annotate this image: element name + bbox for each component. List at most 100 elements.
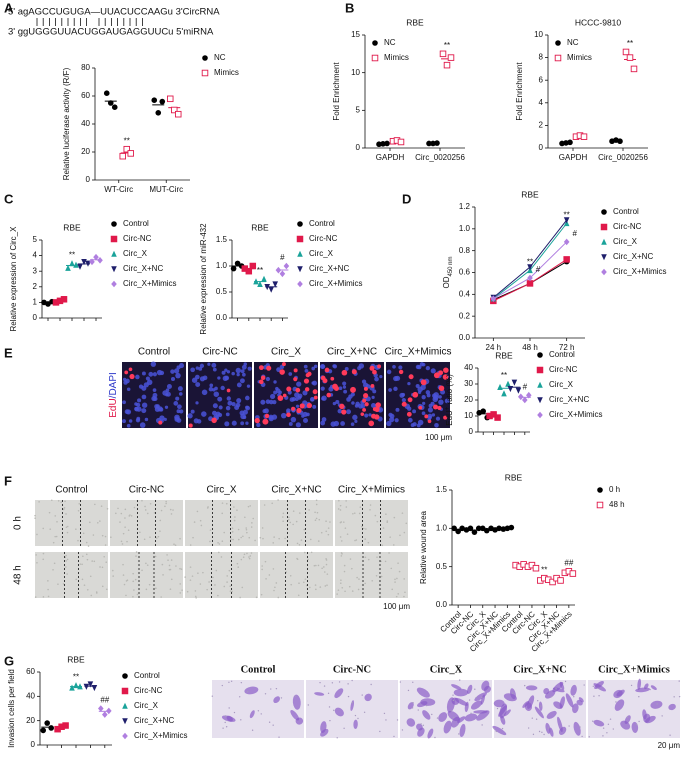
invaded-cell bbox=[334, 688, 344, 699]
y-tick-label: 0 bbox=[469, 427, 474, 436]
y-axis-label: EdU+ ratio (%) bbox=[445, 374, 455, 426]
nucleus bbox=[398, 365, 403, 370]
edu-nucleus bbox=[427, 419, 432, 424]
cell bbox=[325, 520, 327, 523]
x-tick-label: Circ_0020256 bbox=[598, 153, 648, 162]
nucleus bbox=[141, 402, 148, 408]
cell bbox=[64, 566, 67, 568]
cell bbox=[262, 537, 264, 540]
cell bbox=[356, 576, 358, 579]
cell bbox=[197, 572, 199, 575]
data-point bbox=[272, 281, 278, 288]
nucleus bbox=[164, 405, 169, 409]
cell bbox=[314, 519, 317, 522]
y-tick-label: 0.2 bbox=[459, 311, 471, 320]
nucleus bbox=[190, 409, 195, 414]
pore bbox=[240, 719, 242, 721]
cell bbox=[208, 581, 210, 583]
cell bbox=[104, 535, 107, 538]
legend-marker bbox=[537, 397, 543, 404]
cell bbox=[175, 565, 177, 567]
cell bbox=[65, 513, 67, 515]
cell bbox=[254, 539, 256, 542]
pore bbox=[436, 717, 439, 719]
y-axis-label: Invasion cells per field bbox=[7, 669, 16, 748]
edu-nucleus bbox=[377, 364, 382, 369]
pore bbox=[225, 726, 228, 728]
pore bbox=[503, 719, 505, 721]
edu-nucleus bbox=[443, 367, 449, 373]
pore bbox=[379, 730, 381, 733]
edu-nucleus bbox=[293, 377, 298, 382]
nucleus bbox=[435, 416, 441, 421]
cell bbox=[248, 556, 250, 558]
scale-label: 100 μm bbox=[383, 602, 410, 611]
pore bbox=[583, 684, 585, 686]
legend-marker bbox=[596, 501, 604, 509]
data-point bbox=[85, 260, 91, 267]
data-point bbox=[526, 280, 534, 287]
cell bbox=[169, 568, 172, 571]
cell bbox=[241, 586, 244, 589]
cell bbox=[145, 562, 147, 565]
nucleus bbox=[208, 387, 214, 392]
cell bbox=[236, 509, 238, 511]
nucleus bbox=[176, 418, 182, 423]
legend-marker bbox=[296, 235, 304, 243]
pore bbox=[531, 717, 533, 719]
cell bbox=[146, 564, 149, 566]
cell bbox=[120, 512, 123, 515]
edu-nucleus bbox=[332, 383, 338, 390]
nucleus bbox=[179, 409, 184, 414]
invaded-cell bbox=[545, 690, 556, 699]
cell bbox=[124, 517, 126, 519]
invaded-cell bbox=[451, 716, 461, 728]
nucleus bbox=[187, 413, 193, 419]
pore bbox=[481, 696, 483, 699]
nucleus bbox=[320, 386, 325, 391]
y-axis-label-part: EdU bbox=[445, 410, 454, 426]
legend-label: NC bbox=[567, 38, 579, 47]
edu-nucleus bbox=[341, 369, 348, 376]
significance-label: ** bbox=[501, 371, 507, 380]
edu-nucleus bbox=[442, 374, 449, 380]
nucleus bbox=[430, 401, 435, 406]
data-point bbox=[60, 296, 68, 303]
invaded-cell bbox=[637, 678, 642, 691]
nucleus bbox=[146, 379, 153, 386]
pore bbox=[412, 701, 414, 704]
data-point bbox=[279, 270, 286, 278]
cell bbox=[282, 516, 284, 518]
invaded-cell bbox=[553, 701, 563, 709]
cell bbox=[404, 591, 406, 594]
nucleus bbox=[178, 392, 183, 396]
cell bbox=[403, 578, 405, 580]
legend-marker bbox=[297, 266, 303, 273]
x-tick-label: 48 h bbox=[522, 343, 538, 352]
nucleus bbox=[165, 388, 170, 393]
invaded-cell bbox=[446, 697, 455, 713]
cell bbox=[57, 583, 59, 585]
pore bbox=[240, 681, 243, 684]
nucleus bbox=[291, 397, 296, 402]
legend-label: Circ_X+Mimics bbox=[123, 279, 177, 288]
nucleus bbox=[379, 374, 383, 379]
micrograph bbox=[35, 552, 108, 598]
nucleus bbox=[141, 408, 147, 414]
cell bbox=[289, 574, 292, 577]
y-tick-label: 0.0 bbox=[459, 333, 471, 342]
pore bbox=[636, 723, 638, 726]
cell bbox=[217, 541, 219, 544]
pore bbox=[347, 683, 349, 685]
invaded-cell bbox=[545, 722, 551, 734]
significance-label: ** bbox=[444, 41, 450, 50]
nucleus bbox=[231, 401, 236, 407]
pore bbox=[268, 721, 271, 723]
pore bbox=[260, 713, 262, 715]
nucleus bbox=[226, 370, 231, 374]
nucleus bbox=[195, 401, 199, 405]
nucleus bbox=[338, 386, 343, 391]
nucleus bbox=[370, 402, 376, 408]
invaded-cell bbox=[565, 693, 574, 708]
nucleus bbox=[368, 413, 372, 417]
